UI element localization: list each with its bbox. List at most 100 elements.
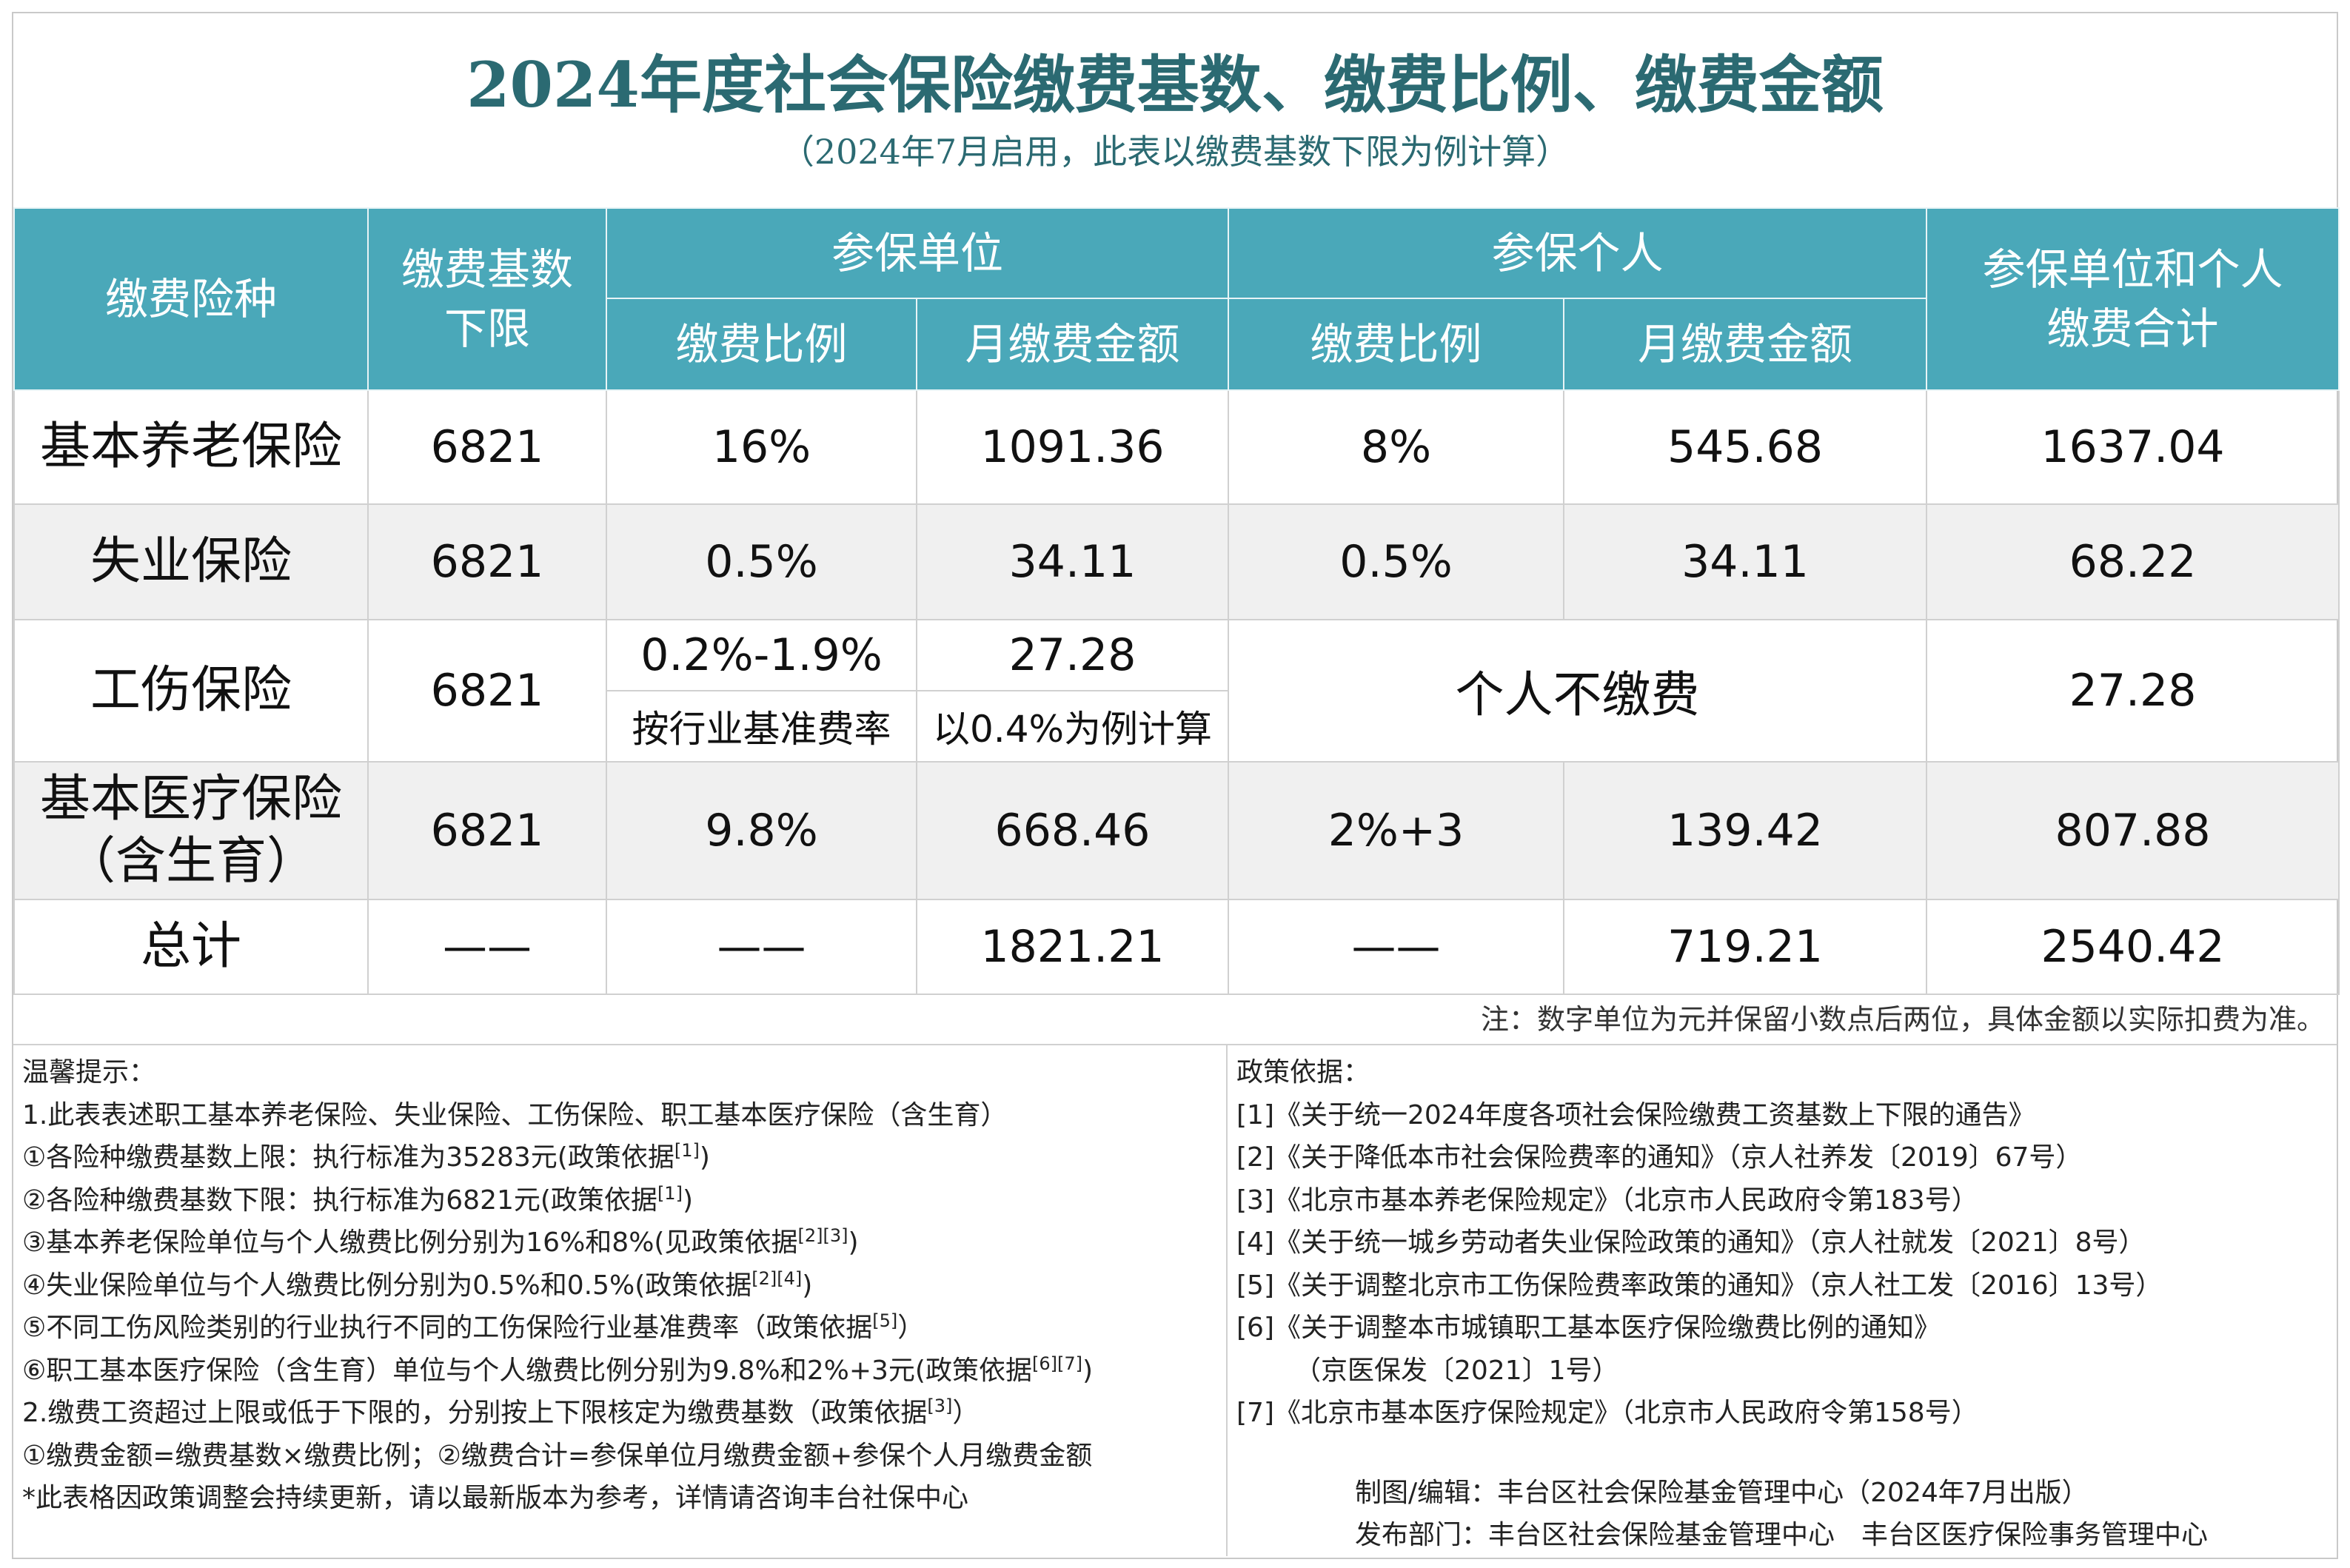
- cell: 34.11: [915, 503, 1230, 620]
- table-row: 工伤保险 6821 0.2%-1.9% 27.28 个人不缴费 27.28: [13, 619, 2340, 763]
- tip-text: ): [1082, 1355, 1094, 1386]
- cell: 6821: [367, 503, 607, 620]
- policy-item: （京医保发〔2021〕1号）: [1294, 1355, 1619, 1386]
- table-row: 失业保险 6821 0.5% 34.11 0.5% 34.11 68.22: [13, 503, 2340, 620]
- policy-item: [5]《关于调整北京市工伤保险费率政策的通知》（京人社工发〔2016〕13号）: [1236, 1270, 2163, 1301]
- tip-line: ③基本养老保险单位与个人缴费比例分别为16%和8%(见政策依据[2][3]): [22, 1222, 1226, 1264]
- tip-line: ②各险种缴费基数下限：执行标准为6821元(政策依据[1]): [22, 1179, 1226, 1222]
- tip-text: 2.缴费工资超过上限或低于下限的，分别按上下限核定为缴费基数（政策依据: [22, 1398, 928, 1428]
- header-row: 缴费险种 缴费基数 下限 参保单位 参保个人 参保单位和个人 缴费合计: [13, 207, 2340, 391]
- citation: [6][7]: [1031, 1353, 1082, 1374]
- cell: 34.11: [1563, 503, 1928, 620]
- policy: 政策依据： [1]《关于统一2024年度各项社会保险缴费工资基数上下限的通告》 [2…: [1228, 1045, 2337, 1556]
- credits: 制图/编辑：丰台区社会保险基金管理中心（2024年7月出版） 发布部门：丰台区社会…: [1236, 1472, 2337, 1557]
- tip-line: ⑥职工基本医疗保险（含生育）单位与个人缴费比例分别为9.8%和2%+3元(政策依…: [22, 1350, 1226, 1393]
- column-header: 参保单位: [605, 207, 1230, 299]
- cell: 2%+3: [1228, 761, 1565, 900]
- column-header: 参保单位和个人 缴费合计: [1926, 207, 2340, 391]
- label-line: （含生育）: [64, 832, 317, 891]
- cell: 6821: [367, 619, 607, 763]
- cell: 16%: [606, 389, 917, 505]
- table: 缴费险种 缴费基数 下限 参保单位 参保个人 参保单位和个人 缴费合计 缴费比例 月…: [13, 207, 2340, 995]
- cell-note: 按行业基准费率: [606, 690, 917, 763]
- tip-line: 2.缴费工资超过上限或低于下限的，分别按上下限核定为缴费基数（政策依据[3]）: [22, 1392, 1226, 1435]
- citation: [1]: [674, 1140, 700, 1161]
- column-header: 月缴费金额: [915, 298, 1230, 391]
- label-line: 总计: [140, 917, 241, 976]
- policy-item: [2]《关于降低本市社会保险费率的通知》（京人社养发〔2019〕67号）: [1236, 1142, 2083, 1173]
- table-row: 基本养老保险 6821 16% 1091.36 8% 545.68 1637.04: [13, 389, 2340, 505]
- tip-line: ①各险种缴费基数上限：执行标准为35283元(政策依据[1]): [22, 1136, 1226, 1179]
- cell: 545.68: [1563, 389, 1928, 505]
- policy-item: [4]《关于统一城乡劳动者失业保险政策的通知》（京人社就发〔2021〕8号）: [1236, 1227, 2146, 1258]
- credit-line: 制图/编辑：丰台区社会保险基金管理中心（2024年7月出版）: [1355, 1477, 2089, 1508]
- label-line: 工伤保险: [90, 661, 292, 720]
- cell: 1637.04: [1926, 389, 2340, 505]
- label-line: 基本医疗保险: [39, 770, 342, 828]
- tip-text: ）: [952, 1398, 980, 1428]
- row-label: 工伤保险: [13, 619, 369, 763]
- footer: 温馨提示： 1.此表表述职工基本养老保险、失业保险、工伤保险、职工基本医疗保险（含…: [13, 1045, 2337, 1556]
- column-header: 月缴费金额: [1563, 298, 1928, 391]
- policy-item: [6]《关于调整本市城镇职工基本医疗保险缴费比例的通知》: [1236, 1313, 1941, 1343]
- tip-text: ): [699, 1142, 710, 1173]
- cell: ——: [367, 899, 607, 995]
- tip-text: ①各险种缴费基数上限：执行标准为35283元(政策依据: [22, 1142, 674, 1173]
- cell: 139.42: [1563, 761, 1928, 900]
- column-header: 缴费基数 下限: [367, 207, 607, 391]
- credit-line: 发布部门：丰台区社会保险基金管理中心 丰台区医疗保险事务管理中心: [1355, 1520, 2209, 1550]
- citation: [2][3]: [797, 1225, 848, 1246]
- header-line: 缴费合计: [2046, 304, 2219, 354]
- tip-text: 1.此表表述职工基本养老保险、失业保险、工伤保险、职工基本医疗保险（含生育）: [22, 1099, 1008, 1130]
- tips-title: 温馨提示：: [22, 1057, 156, 1088]
- tip-text: ): [682, 1185, 693, 1216]
- cell: 1821.21: [915, 899, 1230, 995]
- citation: [3]: [927, 1396, 953, 1416]
- table-note: 注：数字单位为元并保留小数点后两位，具体金额以实际扣费为准。: [13, 995, 2337, 1045]
- cell: 6821: [367, 389, 607, 505]
- tip-text: ②各险种缴费基数下限：执行标准为6821元(政策依据: [22, 1185, 657, 1216]
- cell: 1091.36: [915, 389, 1230, 505]
- tip-text: ④失业保险单位与个人缴费比例分别为0.5%和0.5%(政策依据: [22, 1270, 752, 1301]
- label-line: 失业保险: [90, 532, 292, 591]
- cell: ——: [1228, 899, 1565, 995]
- sheet: 2024年度社会保险缴费基数、缴费比例、缴费金额 （2024年7月启用，此表以缴…: [12, 12, 2340, 1559]
- cell: 0.5%: [606, 503, 917, 620]
- citation: [5]: [872, 1310, 898, 1331]
- cell: 719.21: [1563, 899, 1928, 995]
- label-line: 基本养老保险: [39, 418, 342, 476]
- header-line: 参保单位和个人: [1982, 244, 2283, 295]
- table-body: 基本养老保险 6821 16% 1091.36 8% 545.68 1637.04 失业保险 6…: [13, 389, 2340, 995]
- tip-text: ⑥职工基本医疗保险（含生育）单位与个人缴费比例分别为9.8%和2%+3元(政策依…: [22, 1355, 1032, 1386]
- tip-text: ⑤不同工伤风险类别的行业执行不同的工伤保险行业基准费率（政策依据: [22, 1313, 873, 1343]
- tip-text: ): [802, 1270, 813, 1301]
- policy-item: [7]《北京市基本医疗保险规定》（北京市人民政府令第158号）: [1236, 1398, 1978, 1428]
- row-label: 总计: [13, 899, 369, 995]
- citation: [1]: [657, 1182, 683, 1204]
- tip-line: 1.此表表述职工基本养老保险、失业保险、工伤保险、职工基本医疗保险（含生育）: [22, 1094, 1226, 1137]
- tip-line: ⑤不同工伤风险类别的行业执行不同的工伤保险行业基准费率（政策依据[5]）: [22, 1307, 1226, 1350]
- header-row: 缴费比例 月缴费金额 缴费比例 月缴费金额: [14, 298, 2339, 391]
- column-header: 参保个人: [1228, 207, 1928, 299]
- cell: 0.5%: [1228, 503, 1565, 620]
- table-row: 总计 —— —— 1821.21 —— 719.21 2540.42: [13, 899, 2340, 995]
- row-label: 基本医疗保险 （含生育）: [13, 761, 369, 900]
- tip-line: ①缴费金额=缴费基数×缴费比例；②缴费合计=参保单位月缴费金额+参保个人月缴费金…: [22, 1435, 1226, 1478]
- cell: 27.28: [915, 619, 1230, 691]
- table-row: 按行业基准费率 以0.4%为例计算: [14, 690, 2339, 763]
- header-line: 缴费基数: [401, 244, 573, 295]
- cell-note: 以0.4%为例计算: [915, 690, 1230, 763]
- citation: [2][4]: [751, 1267, 803, 1289]
- tip-text: ): [848, 1227, 859, 1258]
- tip-line: *此表格因政策调整会持续更新，请以最新版本为参考，详情请咨询丰台社保中心: [22, 1477, 1226, 1520]
- header: 2024年度社会保险缴费基数、缴费比例、缴费金额 （2024年7月启用，此表以缴…: [13, 13, 2337, 207]
- subtitle: （2024年7月启用，此表以缴费基数下限为例计算）: [780, 132, 1570, 172]
- cell: 27.28: [1926, 619, 2340, 763]
- policy-title: 政策依据：: [1236, 1057, 1370, 1088]
- title: 2024年度社会保险缴费基数、缴费比例、缴费金额: [466, 48, 1884, 121]
- policy-item: [1]《关于统一2024年度各项社会保险缴费工资基数上下限的通告》: [1236, 1099, 2035, 1130]
- tip-text: ③基本养老保险单位与个人缴费比例分别为16%和8%(见政策依据: [22, 1227, 798, 1258]
- cell: 0.2%-1.9%: [606, 619, 917, 691]
- column-header: 缴费险种: [13, 207, 369, 391]
- row-label: 基本养老保险: [13, 389, 369, 505]
